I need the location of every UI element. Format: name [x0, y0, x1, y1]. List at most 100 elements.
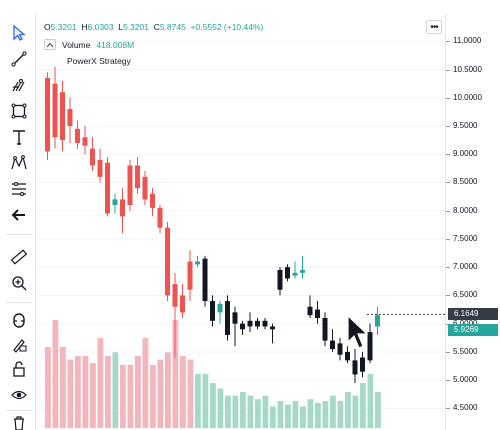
price-axis[interactable]: 11.0000 10.5000 10.0000 9.5000 9.0000 8.5000 8…: [445, 14, 500, 430]
volume-bar: [75, 356, 81, 428]
candle: [217, 301, 223, 324]
lock-pencil-icon[interactable]: [8, 334, 30, 356]
ohlc-legend: O5.3201 H6.0303 L5.3201 C5.8745 +0.5552 …: [44, 22, 263, 32]
trash-icon[interactable]: [8, 412, 30, 430]
more-options-button[interactable]: •••: [426, 20, 442, 34]
candle-body: [270, 326, 275, 330]
volume-bar: [135, 356, 141, 428]
candlestick-chart[interactable]: [37, 14, 445, 430]
candle-body: [180, 295, 185, 313]
candle: [135, 157, 140, 194]
top-strip: [0, 0, 500, 14]
volume-bar: [262, 395, 269, 428]
volume-bar: [352, 395, 359, 428]
volume-bar: [180, 356, 186, 428]
volume-bar: [345, 392, 351, 428]
volume-bar: [255, 399, 261, 428]
volume-bar: [45, 347, 51, 428]
axis-tick-mark: [446, 267, 450, 269]
candle-body: [75, 128, 80, 143]
zoom-in-icon[interactable]: [8, 272, 30, 294]
toolbar-divider: [6, 410, 32, 411]
candle: [330, 329, 335, 352]
legend-high-label: H: [81, 22, 88, 32]
candle: [285, 264, 290, 282]
candle-body: [255, 320, 260, 327]
axis-tick-mark: [446, 154, 450, 156]
legend-open-value: 5.3201: [50, 22, 77, 32]
candle-body: [315, 309, 320, 318]
candle-body: [112, 199, 118, 206]
candle: [105, 157, 110, 217]
candle-body: [367, 332, 373, 361]
chart-pane[interactable]: [37, 14, 445, 430]
candle: [202, 255, 208, 307]
candle: [375, 306, 380, 335]
rectangle-shape-icon[interactable]: [8, 100, 30, 122]
fibonacci-tool-icon[interactable]: [8, 178, 30, 200]
candle-body: [240, 323, 245, 330]
candle-body: [330, 340, 335, 350]
axis-tick-label: 5.0000: [453, 375, 478, 385]
candle: [300, 255, 305, 279]
cursor-arrow-icon[interactable]: [8, 22, 30, 44]
chevron-up-icon[interactable]: [44, 39, 56, 50]
volume-bar: [292, 401, 299, 428]
axis-tick-label: 6.0000: [453, 319, 477, 328]
candle-body: [300, 270, 305, 273]
candle-body: [187, 261, 193, 290]
trend-line-icon[interactable]: [8, 48, 30, 70]
candle: [142, 171, 148, 206]
candle: [337, 337, 343, 361]
magnet-icon[interactable]: [8, 310, 30, 332]
candle: [112, 193, 118, 214]
axis-tick-mark: [446, 351, 450, 353]
candle: [157, 205, 163, 234]
axis-tick-label: 8.5000: [453, 177, 478, 187]
eye-icon[interactable]: [8, 384, 30, 406]
candle: [277, 267, 283, 296]
toolbar-divider: [6, 302, 32, 303]
candle-body: [195, 261, 200, 265]
candle-body: [97, 159, 103, 177]
unlock-icon[interactable]: [8, 358, 30, 380]
legend-high-value: 6.0303: [87, 22, 114, 32]
volume-bar: [202, 374, 209, 428]
candle: [150, 188, 155, 217]
candle-body: [60, 92, 65, 141]
ruler-icon[interactable]: [8, 246, 30, 268]
axis-tick-label: 5.5000: [453, 346, 478, 356]
axis-tick-label: 9.0000: [453, 149, 478, 159]
volume-bar: [315, 402, 321, 428]
candle: [240, 320, 245, 335]
candle-body: [210, 301, 215, 321]
volume-bar: [277, 401, 284, 428]
candle: [52, 66, 58, 149]
volume-bar: [217, 388, 224, 428]
axis-tick-label: 7.0000: [453, 262, 478, 272]
legend-change: +0.5552 (+10.44%): [190, 22, 264, 32]
candle-body: [45, 78, 50, 152]
volume-bar: [165, 352, 171, 428]
candle: [180, 284, 185, 318]
pattern-tool-icon[interactable]: [8, 152, 30, 174]
candle: [255, 318, 260, 330]
mouse-cursor-icon: [347, 314, 369, 349]
back-arrow-icon[interactable]: [8, 204, 30, 226]
drawing-toolbar: [0, 14, 36, 430]
candle-body: [375, 315, 380, 327]
candle: [322, 312, 328, 347]
candle-body: [127, 165, 133, 206]
candle: [210, 295, 215, 327]
axis-tick-mark: [446, 238, 450, 240]
volume-bar: [142, 338, 149, 428]
volume-bar: [187, 359, 194, 428]
text-tool-icon[interactable]: [8, 126, 30, 148]
candle-body: [120, 199, 125, 217]
axis-tick-mark: [446, 97, 450, 99]
candle: [367, 323, 373, 364]
pitchfork-icon[interactable]: [8, 74, 30, 96]
strategy-label[interactable]: PowerX Strategy: [67, 56, 131, 66]
candle-body: [345, 351, 350, 361]
volume-bar: [360, 383, 366, 428]
